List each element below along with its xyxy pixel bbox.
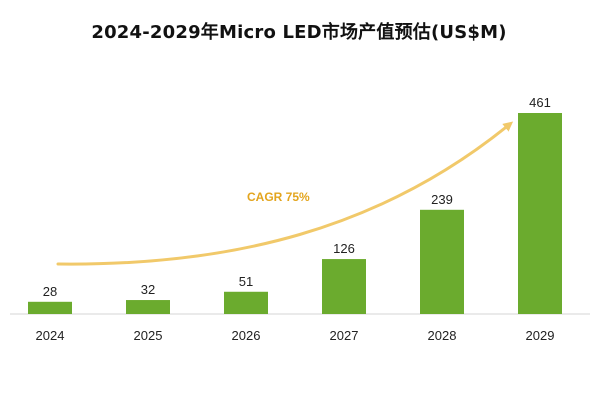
bar-2028	[420, 209, 464, 314]
bar-2027	[322, 259, 366, 314]
cagr-annotation: CAGR 75%	[247, 190, 310, 204]
bar-2024	[28, 301, 72, 314]
value-label-2029: 461	[529, 95, 551, 110]
value-label-2024: 28	[43, 284, 57, 299]
x-tick-label-2028: 2028	[428, 328, 457, 343]
x-tick-label-2027: 2027	[330, 328, 359, 343]
value-label-2026: 51	[239, 274, 253, 289]
value-label-2027: 126	[333, 241, 355, 256]
value-label-2025: 32	[141, 282, 155, 297]
x-tick-label-2029: 2029	[526, 328, 555, 343]
cagr-trend-arrow	[56, 121, 514, 266]
bar-2025	[126, 300, 170, 314]
bar-2029	[518, 113, 562, 314]
x-tick-label-2024: 2024	[36, 328, 65, 343]
value-label-2028: 239	[431, 192, 453, 207]
bar-2026	[224, 291, 268, 314]
chart-title: 2024-2029年Micro LED市场产值预估(US$M)	[91, 22, 507, 43]
x-tick-label-2025: 2025	[134, 328, 163, 343]
x-tick-label-2026: 2026	[232, 328, 261, 343]
